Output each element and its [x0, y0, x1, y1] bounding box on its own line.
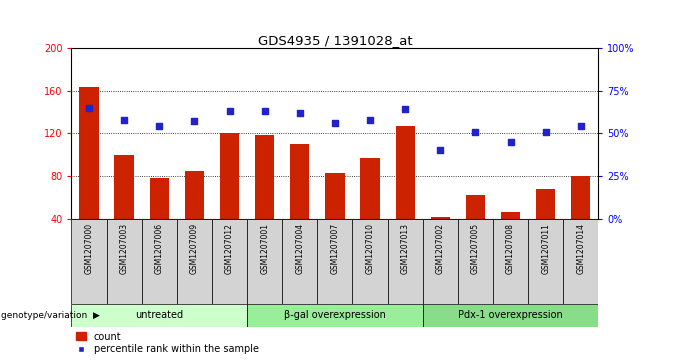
Bar	[423, 219, 458, 304]
Point	[364, 117, 375, 122]
Point	[259, 108, 270, 114]
Point	[470, 129, 481, 134]
Legend: count, percentile rank within the sample: count, percentile rank within the sample	[76, 331, 259, 355]
Bar	[220, 133, 239, 219]
Point	[294, 110, 305, 116]
Point	[505, 139, 516, 145]
Text: GSM1207001: GSM1207001	[260, 223, 269, 274]
Text: GSM1207003: GSM1207003	[120, 223, 129, 274]
Bar	[466, 195, 485, 219]
Point	[400, 106, 411, 112]
Text: genotype/variation  ▶: genotype/variation ▶	[1, 311, 100, 320]
Text: GSM1207005: GSM1207005	[471, 223, 480, 274]
Text: GSM1207002: GSM1207002	[436, 223, 445, 274]
Bar	[150, 178, 169, 219]
Bar	[212, 219, 247, 304]
Bar	[352, 219, 388, 304]
Bar	[536, 189, 556, 219]
Text: GSM1207000: GSM1207000	[84, 223, 93, 274]
Text: GSM1207012: GSM1207012	[225, 223, 234, 274]
Bar	[501, 212, 520, 219]
Point	[154, 123, 165, 129]
Bar	[423, 304, 598, 327]
Text: GSM1207013: GSM1207013	[401, 223, 409, 274]
Text: untreated: untreated	[135, 310, 184, 320]
Bar	[325, 173, 345, 219]
Point	[189, 118, 200, 124]
Point	[329, 120, 340, 126]
Bar	[528, 219, 563, 304]
Bar	[177, 219, 212, 304]
Text: GSM1207004: GSM1207004	[295, 223, 304, 274]
Bar	[80, 87, 99, 219]
Bar	[493, 219, 528, 304]
Bar	[563, 219, 598, 304]
Bar	[71, 219, 107, 304]
Text: GSM1207008: GSM1207008	[506, 223, 515, 274]
Bar	[114, 155, 134, 219]
Bar	[107, 219, 141, 304]
Text: GSM1207009: GSM1207009	[190, 223, 199, 274]
Point	[118, 117, 129, 122]
Text: Pdx-1 overexpression: Pdx-1 overexpression	[458, 310, 563, 320]
Point	[224, 108, 235, 114]
Text: GSM1207011: GSM1207011	[541, 223, 550, 274]
Text: β-gal overexpression: β-gal overexpression	[284, 310, 386, 320]
Point	[575, 123, 586, 129]
Bar	[247, 304, 423, 327]
Bar	[290, 144, 309, 219]
Point	[84, 105, 95, 111]
Bar	[430, 217, 450, 219]
Bar	[571, 176, 590, 219]
Point	[541, 129, 551, 134]
Bar	[360, 158, 379, 219]
Title: GDS4935 / 1391028_at: GDS4935 / 1391028_at	[258, 34, 412, 47]
Bar	[255, 135, 274, 219]
Bar	[458, 219, 493, 304]
Point	[435, 147, 446, 153]
Bar	[282, 219, 318, 304]
Bar	[247, 219, 282, 304]
Bar	[185, 171, 204, 219]
Text: GSM1207006: GSM1207006	[155, 223, 164, 274]
Bar	[141, 219, 177, 304]
Bar	[396, 126, 415, 219]
Text: GSM1207014: GSM1207014	[577, 223, 585, 274]
Text: GSM1207010: GSM1207010	[366, 223, 375, 274]
Bar	[388, 219, 423, 304]
Bar	[71, 304, 247, 327]
Text: GSM1207007: GSM1207007	[330, 223, 339, 274]
Bar	[318, 219, 352, 304]
